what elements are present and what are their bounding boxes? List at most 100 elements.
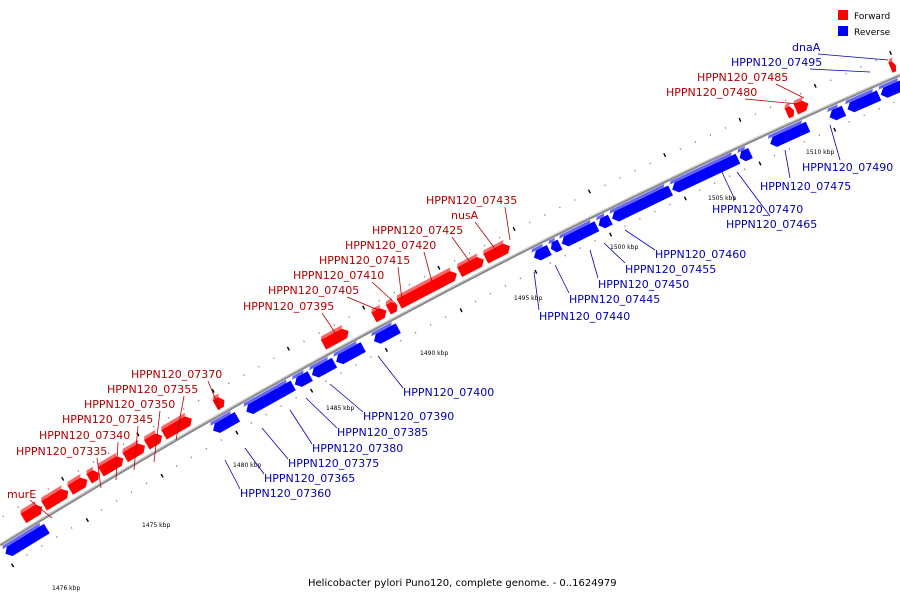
gene-arrow-reverse[interactable]: [291, 369, 313, 390]
tick-mark: [639, 217, 641, 220]
gene-body: [144, 433, 163, 450]
gene-label-forward[interactable]: HPPN120_07345: [62, 413, 153, 426]
gene-arrow-forward[interactable]: [40, 484, 72, 511]
gene-label-forward[interactable]: HPPN120_07405: [268, 284, 359, 297]
gene-label-reverse[interactable]: HPPN120_07365: [264, 472, 355, 485]
gene-body: [212, 397, 225, 410]
gene-arrow-forward[interactable]: [121, 438, 148, 463]
gene-arrow-reverse[interactable]: [767, 119, 811, 149]
tick-mark: [679, 148, 682, 150]
gene-arrow-reverse[interactable]: [558, 219, 600, 249]
gene-label-forward[interactable]: murE: [7, 488, 36, 501]
gene-label-reverse[interactable]: HPPN120_07470: [712, 203, 803, 216]
gene-label-forward[interactable]: HPPN120_07355: [107, 383, 198, 396]
gene-label-reverse[interactable]: dnaA: [792, 41, 821, 54]
gene-arrow-forward[interactable]: [160, 411, 195, 440]
gene-arrow-reverse[interactable]: [332, 340, 366, 367]
gene-label-forward[interactable]: HPPN120_07485: [697, 71, 788, 84]
gene-label-forward[interactable]: HPPN120_07420: [345, 239, 436, 252]
gene-arrow-reverse[interactable]: [1, 521, 50, 558]
leader-line: [29, 499, 53, 519]
gene-body: [672, 153, 741, 193]
gene-body: [311, 357, 338, 378]
gene-arrow-reverse[interactable]: [209, 409, 241, 435]
tick-label: 1490 kbp: [420, 350, 448, 357]
gene-arrow-reverse[interactable]: [370, 321, 401, 346]
legend-forward-swatch: [838, 10, 848, 20]
gene-label-forward[interactable]: HPPN120_07415: [319, 254, 410, 267]
tick-mark: [310, 388, 314, 393]
gene-label-reverse[interactable]: HPPN120_07450: [598, 278, 689, 291]
gene-label-reverse[interactable]: HPPN120_07490: [802, 161, 893, 174]
gene-arrow-forward[interactable]: [143, 428, 165, 450]
tick-mark: [92, 461, 95, 463]
gene-label-forward[interactable]: HPPN120_07335: [16, 445, 107, 458]
tick-mark: [160, 473, 164, 478]
gene-label-forward[interactable]: HPPN120_07350: [84, 398, 175, 411]
gene-arrow-forward[interactable]: [85, 466, 102, 484]
gene-label-reverse[interactable]: HPPN120_07440: [539, 310, 630, 323]
gene-label-forward[interactable]: nusA: [451, 209, 479, 222]
gene-arrow-forward[interactable]: [66, 473, 90, 495]
gene-arrow-forward[interactable]: [783, 102, 796, 119]
gene-arrow-forward[interactable]: [384, 297, 400, 315]
gene-body-bevel: [596, 213, 605, 221]
gene-label-forward[interactable]: HPPN120_07410: [293, 269, 384, 282]
gene-label-forward[interactable]: HPPN120_07395: [243, 300, 334, 313]
gene-arrow-forward[interactable]: [370, 303, 389, 323]
tick-mark: [280, 405, 282, 408]
gene-arrow-reverse[interactable]: [844, 88, 882, 115]
gene-body: [122, 443, 145, 463]
gene-body: [847, 90, 882, 113]
gene-label-reverse[interactable]: HPPN120_07495: [731, 56, 822, 69]
gene-label-reverse[interactable]: HPPN120_07390: [363, 410, 454, 423]
gene-arrow-reverse[interactable]: [547, 237, 563, 254]
leader-line: [321, 312, 341, 341]
tick-mark: [504, 285, 507, 287]
gene-arrow-reverse[interactable]: [595, 212, 613, 230]
gene-label-reverse[interactable]: HPPN120_07375: [288, 457, 379, 470]
gene-arrow-forward[interactable]: [792, 96, 810, 115]
gene-label-reverse[interactable]: HPPN120_07465: [726, 218, 817, 231]
tick-mark: [604, 184, 606, 187]
gene-body: [161, 416, 192, 440]
gene-body-bevel: [559, 219, 591, 239]
gene-label-reverse[interactable]: HPPN120_07475: [760, 180, 851, 193]
gene-arrow-reverse[interactable]: [826, 103, 847, 122]
gene-label-forward[interactable]: HPPN120_07435: [426, 194, 517, 207]
gene-label-reverse[interactable]: HPPN120_07460: [655, 248, 746, 261]
gene-label-reverse[interactable]: HPPN120_07455: [625, 263, 716, 276]
tick-mark: [534, 269, 538, 274]
gene-body-bevel: [309, 356, 328, 371]
gene-arrow-forward[interactable]: [19, 500, 45, 524]
leader-line: [589, 249, 599, 279]
gene-label-reverse[interactable]: HPPN120_07360: [240, 487, 331, 500]
gene-label-forward[interactable]: HPPN120_07370: [131, 368, 222, 381]
tick-mark: [325, 380, 327, 383]
gene-arrow-reverse[interactable]: [669, 151, 741, 195]
gene-arrow-forward[interactable]: [887, 57, 898, 73]
gene-arrow-reverse[interactable]: [242, 378, 296, 416]
gene-arrow-forward[interactable]: [395, 266, 459, 309]
tick-label: 1505 kbp: [708, 195, 736, 202]
gene-arrow-forward[interactable]: [319, 324, 351, 350]
tick-mark: [893, 101, 895, 104]
gene-arrow-forward[interactable]: [211, 393, 227, 410]
gene-label-forward[interactable]: HPPN120_07480: [666, 86, 757, 99]
gene-label-reverse[interactable]: HPPN120_07445: [569, 293, 660, 306]
gene-arrow-reverse[interactable]: [736, 145, 753, 163]
leader-line: [474, 221, 497, 251]
tick-mark: [41, 545, 43, 547]
gene-arrow-reverse[interactable]: [308, 355, 338, 380]
leader-line: [175, 395, 185, 441]
gene-arrow-forward[interactable]: [456, 252, 487, 278]
gene-label-forward[interactable]: HPPN120_07340: [39, 429, 130, 442]
gene-label-reverse[interactable]: HPPN120_07400: [403, 386, 494, 399]
tick-mark: [773, 154, 776, 157]
gene-label-reverse[interactable]: HPPN120_07385: [337, 426, 428, 439]
gene-label-reverse[interactable]: HPPN120_07380: [312, 442, 403, 455]
tick-mark: [683, 196, 687, 201]
gene-label-forward[interactable]: HPPN120_07425: [372, 224, 463, 237]
gene-arrow-reverse[interactable]: [530, 242, 552, 262]
gene-arrow-reverse[interactable]: [608, 183, 673, 224]
